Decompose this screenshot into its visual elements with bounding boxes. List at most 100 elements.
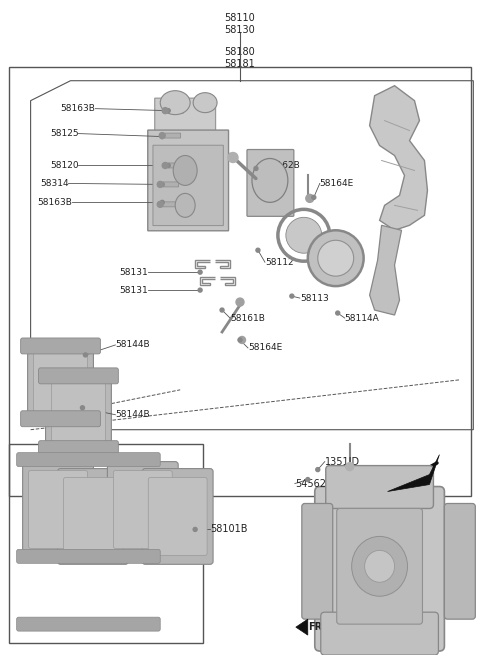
- Circle shape: [239, 337, 245, 344]
- Circle shape: [166, 163, 170, 167]
- Circle shape: [306, 478, 310, 482]
- FancyBboxPatch shape: [58, 468, 128, 564]
- Text: 58120: 58120: [50, 161, 78, 170]
- Text: 58163B: 58163B: [37, 198, 72, 207]
- FancyBboxPatch shape: [148, 478, 207, 556]
- Text: 58164E: 58164E: [320, 179, 354, 188]
- Text: 58114A: 58114A: [345, 314, 380, 323]
- Circle shape: [346, 462, 354, 470]
- FancyBboxPatch shape: [29, 470, 87, 548]
- Circle shape: [166, 109, 170, 113]
- FancyBboxPatch shape: [17, 549, 160, 564]
- FancyBboxPatch shape: [38, 441, 119, 457]
- Ellipse shape: [308, 230, 364, 286]
- FancyBboxPatch shape: [163, 202, 179, 207]
- FancyBboxPatch shape: [28, 342, 94, 422]
- FancyBboxPatch shape: [108, 462, 178, 558]
- Circle shape: [306, 194, 314, 202]
- FancyBboxPatch shape: [315, 487, 444, 651]
- Circle shape: [228, 152, 238, 163]
- Ellipse shape: [175, 194, 195, 217]
- Circle shape: [160, 182, 164, 186]
- FancyBboxPatch shape: [302, 504, 333, 619]
- FancyBboxPatch shape: [23, 462, 94, 558]
- FancyBboxPatch shape: [63, 478, 122, 556]
- FancyBboxPatch shape: [247, 150, 294, 216]
- Circle shape: [256, 248, 260, 252]
- Ellipse shape: [173, 155, 197, 186]
- Bar: [9, 443, 203, 643]
- Text: 58112: 58112: [265, 258, 294, 267]
- FancyBboxPatch shape: [46, 372, 111, 453]
- Circle shape: [312, 195, 316, 199]
- Circle shape: [81, 406, 84, 410]
- FancyBboxPatch shape: [336, 508, 422, 624]
- Text: 58130: 58130: [225, 25, 255, 35]
- Circle shape: [254, 167, 258, 171]
- Circle shape: [198, 288, 202, 292]
- Text: 58163B: 58163B: [60, 104, 96, 113]
- Ellipse shape: [352, 537, 408, 596]
- Circle shape: [193, 527, 197, 531]
- Circle shape: [336, 311, 340, 315]
- FancyBboxPatch shape: [153, 145, 223, 226]
- FancyBboxPatch shape: [17, 617, 160, 631]
- Circle shape: [198, 270, 202, 274]
- FancyBboxPatch shape: [17, 453, 160, 466]
- Text: 58144B: 58144B: [115, 340, 150, 350]
- Ellipse shape: [286, 217, 322, 253]
- Ellipse shape: [160, 91, 190, 115]
- Ellipse shape: [193, 92, 217, 113]
- Circle shape: [159, 133, 165, 138]
- Text: 58131: 58131: [120, 285, 148, 295]
- FancyBboxPatch shape: [321, 612, 438, 655]
- FancyBboxPatch shape: [155, 98, 216, 139]
- Text: 58181: 58181: [225, 59, 255, 69]
- Ellipse shape: [252, 159, 288, 202]
- FancyBboxPatch shape: [163, 182, 179, 187]
- Polygon shape: [370, 86, 428, 230]
- Text: FR.: FR.: [308, 622, 326, 632]
- FancyBboxPatch shape: [21, 338, 100, 354]
- Polygon shape: [296, 619, 308, 635]
- Text: 1351JD: 1351JD: [325, 457, 360, 466]
- FancyBboxPatch shape: [21, 411, 100, 426]
- Text: 58110: 58110: [225, 13, 255, 23]
- Circle shape: [290, 294, 294, 298]
- Text: 58144B: 58144B: [115, 410, 150, 419]
- Text: 58125: 58125: [50, 129, 78, 138]
- Circle shape: [160, 200, 164, 205]
- Circle shape: [236, 298, 244, 306]
- FancyBboxPatch shape: [168, 163, 184, 168]
- Circle shape: [162, 108, 168, 113]
- FancyBboxPatch shape: [444, 504, 475, 619]
- FancyBboxPatch shape: [326, 466, 433, 508]
- FancyBboxPatch shape: [51, 383, 106, 441]
- Circle shape: [84, 353, 87, 357]
- Circle shape: [316, 468, 320, 472]
- Circle shape: [157, 182, 163, 188]
- FancyBboxPatch shape: [113, 470, 172, 548]
- FancyBboxPatch shape: [142, 468, 213, 564]
- FancyBboxPatch shape: [34, 353, 87, 412]
- Polygon shape: [387, 455, 439, 491]
- Bar: [9, 67, 471, 495]
- Circle shape: [162, 163, 168, 169]
- Polygon shape: [370, 225, 402, 315]
- Circle shape: [160, 134, 164, 138]
- Text: 58161B: 58161B: [230, 314, 265, 323]
- FancyBboxPatch shape: [148, 130, 228, 231]
- FancyBboxPatch shape: [165, 133, 180, 138]
- FancyBboxPatch shape: [168, 108, 184, 113]
- Text: 54562D: 54562D: [295, 478, 334, 489]
- Text: 58314: 58314: [40, 179, 69, 188]
- Text: 58180: 58180: [225, 47, 255, 57]
- Circle shape: [220, 308, 224, 312]
- Circle shape: [157, 201, 163, 207]
- Circle shape: [238, 338, 242, 342]
- Ellipse shape: [318, 240, 354, 276]
- Text: 58131: 58131: [120, 268, 148, 277]
- Text: 58162B: 58162B: [265, 161, 300, 170]
- Text: 58113: 58113: [300, 294, 329, 302]
- Ellipse shape: [365, 550, 395, 583]
